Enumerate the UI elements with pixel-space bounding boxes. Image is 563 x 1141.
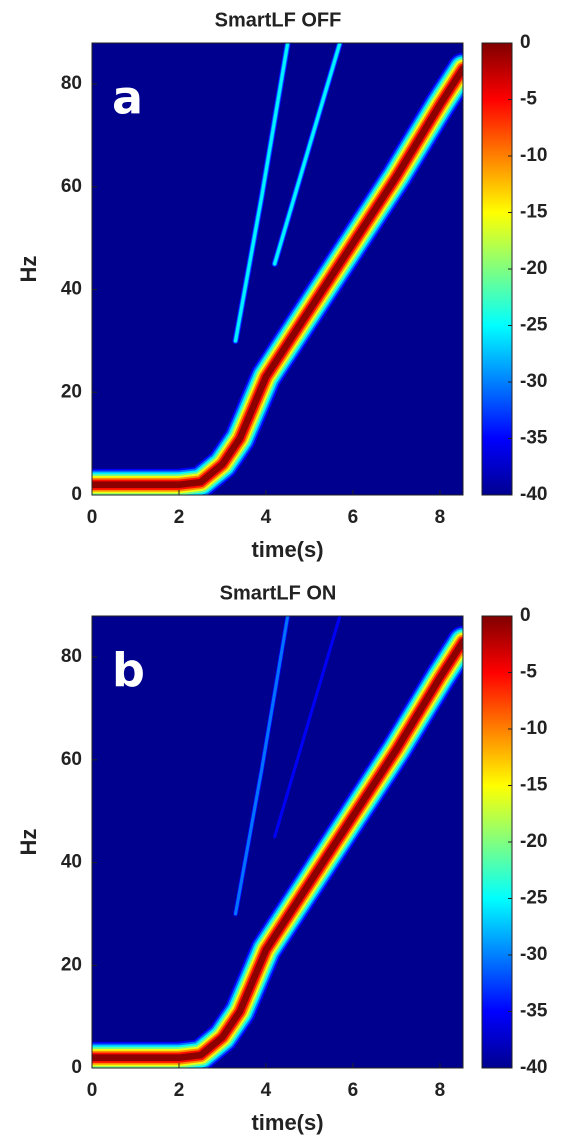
colorbar	[481, 42, 513, 496]
spectral-ridge	[233, 43, 290, 343]
plot-area	[92, 616, 463, 1068]
x-tick-label: 0	[87, 507, 98, 528]
y-tick-label: 20	[61, 954, 82, 975]
x-axis-label: time(s)	[251, 537, 323, 562]
y-tick-label: 80	[61, 646, 82, 667]
colorbar-tick-label: -30	[520, 944, 547, 965]
plot-frame	[91, 615, 464, 1069]
x-tick-label: 6	[348, 1080, 359, 1101]
colorbar-tick-label: -5	[520, 89, 537, 110]
y-axis-label: Hz	[16, 829, 41, 856]
x-axis-label: time(s)	[251, 1110, 323, 1135]
y-tick-label: 60	[61, 749, 82, 770]
colorbar-tick-label: -25	[520, 315, 548, 336]
spectral-ridge	[92, 638, 463, 1062]
chart-title: SmartLF ON	[220, 582, 337, 604]
panel-label: b	[112, 644, 145, 698]
plot-area	[92, 43, 463, 495]
spectral-ridge	[233, 616, 290, 916]
colorbar-tick-label: -40	[520, 1057, 547, 1078]
colorbar-tick-label: -20	[520, 831, 547, 852]
panel-label: a	[112, 71, 143, 125]
y-tick-label: 20	[61, 381, 82, 402]
y-tick-label: 40	[61, 852, 82, 873]
x-tick-label: 6	[348, 507, 359, 528]
colorbar-tick-label: -10	[520, 145, 547, 166]
colorbar-tick-label: -25	[520, 888, 548, 909]
chart-title: SmartLF OFF	[215, 9, 342, 31]
y-axis-label: Hz	[16, 256, 41, 283]
x-tick-label: 4	[261, 1080, 272, 1101]
x-tick-label: 0	[87, 1080, 98, 1101]
colorbar-tick-label: 0	[520, 32, 531, 53]
x-tick-label: 4	[261, 507, 272, 528]
colorbar-tick-label: -35	[520, 428, 548, 449]
y-tick-label: 40	[61, 279, 82, 300]
colorbar-tick-label: 0	[520, 605, 531, 626]
plot-background	[92, 616, 463, 1068]
spectral-ridge	[273, 43, 342, 266]
colorbar-tick-label: -30	[520, 371, 547, 392]
x-tick-label: 2	[174, 1080, 185, 1101]
y-tick-label: 0	[71, 484, 82, 505]
colorbar-tick-label: -15	[520, 775, 548, 796]
colorbar-tick-label: -20	[520, 258, 547, 279]
x-tick-label: 8	[435, 507, 446, 528]
x-tick-label: 2	[174, 507, 185, 528]
x-tick-label: 8	[435, 1080, 446, 1101]
colorbar-tick-label: -10	[520, 718, 547, 739]
colorbar	[481, 615, 513, 1069]
colorbar-tick-label: -40	[520, 484, 547, 505]
colorbar-tick-label: -35	[520, 1001, 548, 1022]
colorbar-tick-label: -15	[520, 202, 548, 223]
y-tick-label: 0	[71, 1057, 82, 1078]
y-tick-label: 60	[61, 176, 82, 197]
spectral-ridge	[92, 65, 463, 489]
plot-frame	[91, 42, 464, 496]
spectral-ridge	[273, 616, 342, 839]
y-tick-label: 80	[61, 73, 82, 94]
colorbar-tick-label: -5	[520, 662, 537, 683]
